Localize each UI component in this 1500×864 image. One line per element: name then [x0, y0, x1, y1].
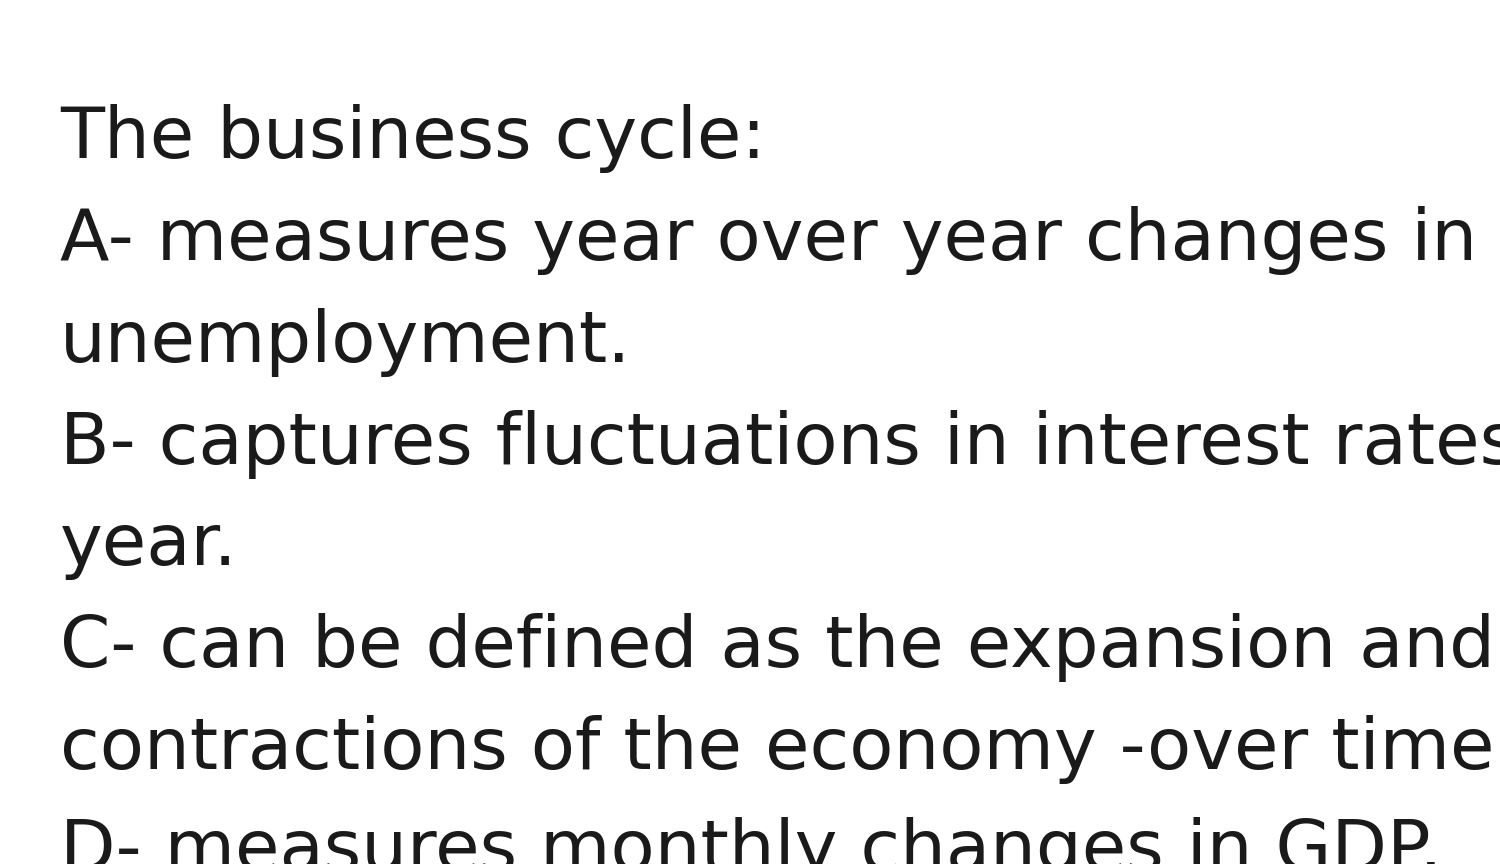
Text: contractions of the economy -over time.: contractions of the economy -over time.: [60, 715, 1500, 785]
Text: year.: year.: [60, 511, 237, 581]
Text: A- measures year over year changes in: A- measures year over year changes in: [60, 206, 1478, 275]
Text: unemployment.: unemployment.: [60, 308, 632, 377]
Text: B- captures fluctuations in interest rates over the: B- captures fluctuations in interest rat…: [60, 410, 1500, 479]
Text: D- measures monthly changes in GDP.: D- measures monthly changes in GDP.: [60, 817, 1443, 864]
Text: C- can be defined as the expansion and: C- can be defined as the expansion and: [60, 613, 1496, 683]
Text: The business cycle:: The business cycle:: [60, 104, 765, 173]
